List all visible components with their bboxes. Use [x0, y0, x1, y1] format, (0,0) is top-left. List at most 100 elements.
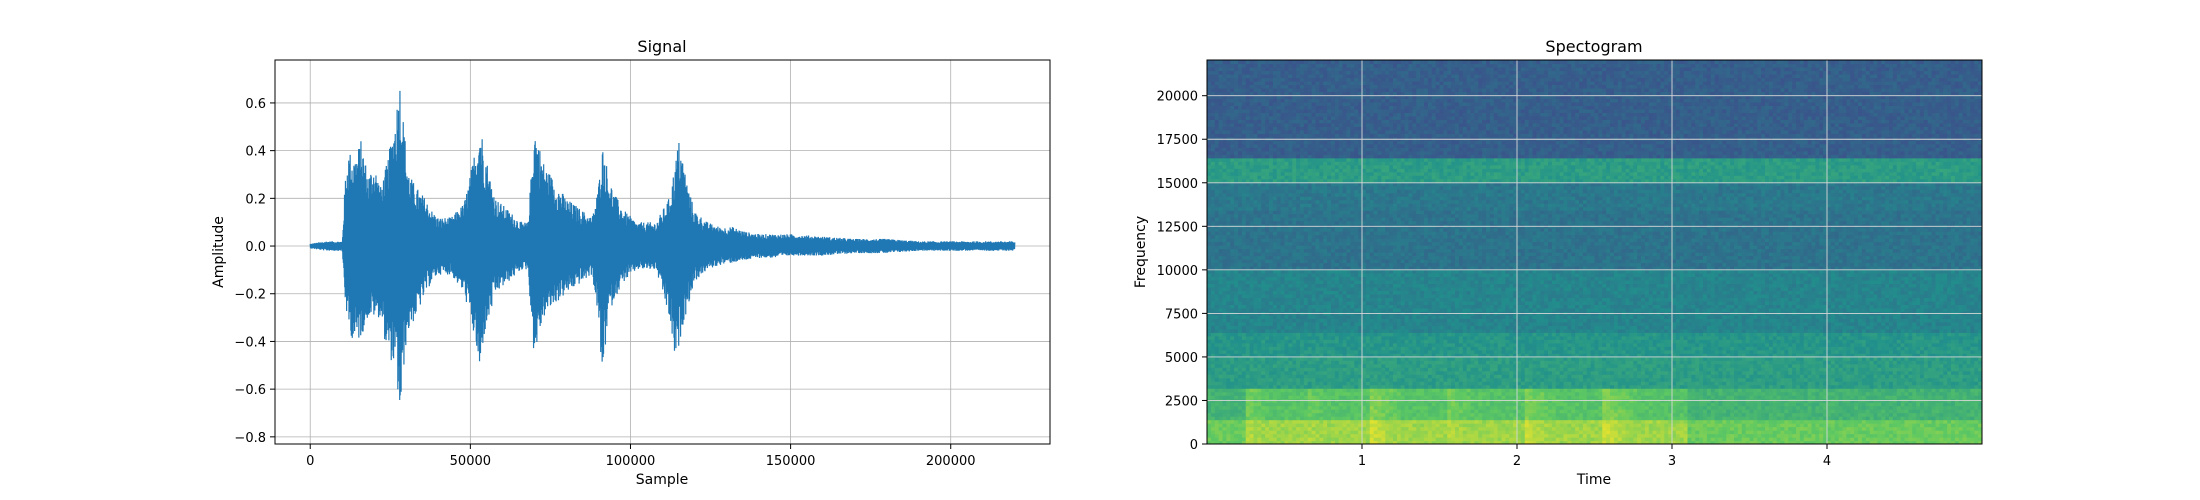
- spectrogram-cell: [1954, 409, 1960, 414]
- spectrogram-cell: [1222, 388, 1227, 393]
- spectrogram-cell: [1548, 377, 1553, 382]
- spectrogram-cell: [1613, 395, 1619, 400]
- spectrogram-cell: [1889, 440, 1894, 444]
- spectrogram-cell: [1846, 419, 1851, 424]
- spectrogram-cell: [1846, 377, 1851, 382]
- spectrogram-cell: [1241, 360, 1247, 365]
- spectrogram-cell: [1207, 416, 1212, 421]
- spectrogram-cell: [1439, 440, 1444, 444]
- spectrogram-cell: [1443, 419, 1448, 424]
- spectrogram-cell: [1900, 416, 1906, 421]
- spectrogram-cell: [1497, 384, 1503, 389]
- spectrogram-cell: [1509, 381, 1514, 386]
- spectrogram-cell: [1303, 363, 1309, 368]
- spectrogram-cell: [1590, 374, 1596, 379]
- spectrogram-cell: [1451, 409, 1456, 414]
- spectrogram-cell: [1424, 440, 1429, 444]
- spectrogram-cell: [1691, 419, 1696, 424]
- spectrogram-cell: [1470, 363, 1475, 368]
- spectrogram-cell: [1656, 391, 1661, 396]
- spectrogram-cell: [1214, 426, 1220, 431]
- spectrogram-cell: [1427, 437, 1433, 442]
- spectrogram-cell: [1916, 419, 1921, 424]
- spectrogram-cell: [1737, 426, 1743, 431]
- spectrogram-cell: [1567, 440, 1572, 444]
- spectrogram-cell: [1261, 430, 1266, 435]
- spectrogram-cell: [1602, 409, 1607, 414]
- spectrogram-cell: [1815, 363, 1820, 368]
- spectrogram-cell: [1629, 374, 1634, 379]
- spectrogram-cell: [1528, 388, 1534, 393]
- spectrogram-cell: [1943, 416, 1948, 421]
- spectrogram-cell: [1788, 433, 1793, 438]
- spectrogram-cell: [1625, 367, 1630, 372]
- spectrogram-cell: [1590, 412, 1596, 417]
- spectrogram-cell: [1788, 377, 1793, 382]
- spectrogram-cell: [1927, 405, 1933, 410]
- spectrogram-cell: [1718, 405, 1723, 410]
- spectrogram-cell: [1598, 356, 1603, 361]
- spectrogram-cell: [1478, 395, 1483, 400]
- spectrogram-cell: [1493, 409, 1499, 414]
- spectrogram-cell: [1218, 363, 1224, 368]
- spectrogram-cell: [1288, 370, 1293, 375]
- spectrogram-cell: [1373, 437, 1379, 442]
- spectrogram-cell: [1598, 437, 1603, 442]
- spectrogram-cell: [1792, 381, 1797, 386]
- spectrogram-cell: [1951, 440, 1956, 444]
- spectrogram-cell: [1222, 409, 1227, 414]
- spectrogram-cell: [1896, 423, 1902, 428]
- spectrogram-cell: [1629, 430, 1634, 435]
- spectrogram-cell: [1865, 430, 1871, 435]
- spectrogram-cell: [1799, 391, 1805, 396]
- spectrogram-cell: [1706, 426, 1712, 431]
- spectrogram-cell: [1381, 423, 1386, 428]
- spectrogram-cell: [1489, 426, 1495, 431]
- spectrogram-cell: [1954, 433, 1960, 438]
- spectrogram-cell: [1416, 423, 1421, 428]
- spectrogram-cell: [1431, 360, 1437, 365]
- spectrogram-cell: [1276, 367, 1282, 372]
- spectrogram-cell: [1443, 360, 1448, 365]
- spectrogram-cell: [1396, 440, 1402, 444]
- spectrogram-cell: [1772, 433, 1778, 438]
- spectrogram-cell: [1939, 419, 1944, 424]
- spectrogram-cell: [1610, 433, 1615, 438]
- spectrogram-cell: [1796, 395, 1801, 400]
- spectrogram-cell: [1276, 363, 1282, 368]
- spectrogram-cell: [1846, 409, 1851, 414]
- spectrogram-cell: [1644, 430, 1650, 435]
- spectrogram-cell: [1734, 437, 1739, 442]
- spectrogram-cell: [1517, 370, 1522, 375]
- spectrogram-cell: [1431, 402, 1437, 407]
- spectrogram-cell: [1641, 367, 1646, 372]
- spectrogram-cell: [1846, 412, 1851, 417]
- spectrogram-cell: [1400, 433, 1406, 438]
- spectrogram-cell: [1342, 388, 1348, 393]
- spectrogram-cell: [1695, 423, 1700, 428]
- spectrogram-cell: [1838, 412, 1844, 417]
- spectrogram-cell: [1714, 370, 1720, 375]
- spectrogram-cell: [1346, 360, 1351, 365]
- spectrogram-cell: [1462, 419, 1468, 424]
- spectrogram-cell: [1482, 377, 1487, 382]
- spectrogram-cell: [1226, 374, 1231, 379]
- spectrogram-cell: [1431, 384, 1437, 389]
- spectrogram-cell: [1207, 377, 1212, 382]
- spectrogram-cell: [1249, 419, 1255, 424]
- spectrogram-cell: [1303, 391, 1309, 396]
- spectrogram-cell: [1610, 440, 1615, 444]
- signal-y-tick-label: −0.8: [234, 431, 266, 446]
- spectrogram-cell: [1861, 416, 1867, 421]
- spectrogram-cell: [1648, 426, 1654, 431]
- spectrogram-cell: [1861, 440, 1867, 444]
- spectrogram-cell: [1555, 419, 1561, 424]
- spectrogram-cell: [1435, 419, 1441, 424]
- spectrogram-cell: [1389, 426, 1394, 431]
- spectrogram-cell: [1904, 395, 1909, 400]
- spectrogram-cell: [1307, 363, 1313, 368]
- spectrogram-cell: [1303, 412, 1309, 417]
- spectrogram-cell: [1610, 416, 1615, 421]
- spectrogram-cell: [1594, 440, 1599, 444]
- spectrogram-cell: [1939, 395, 1944, 400]
